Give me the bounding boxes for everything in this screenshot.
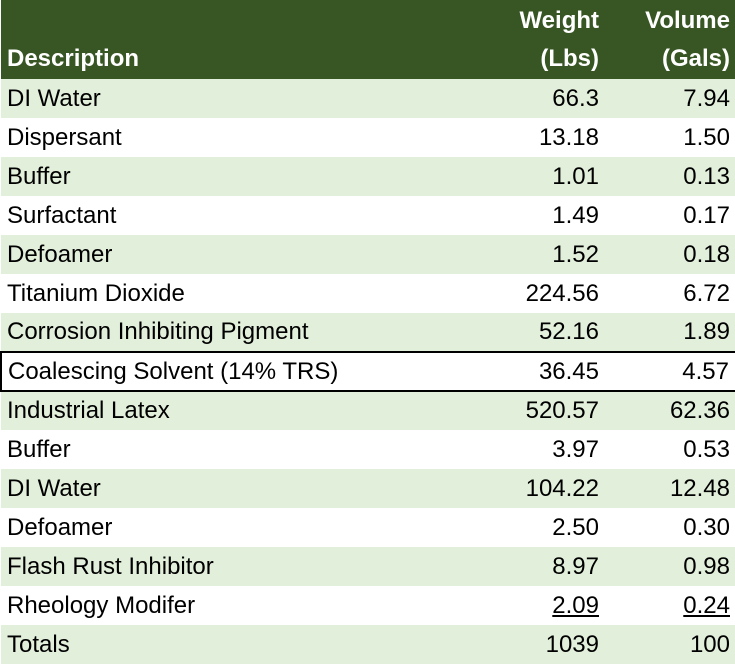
table-row: Defoamer 1.52 0.18 [1,235,735,274]
table-row: Rheology Modifer 2.09 0.24 [1,586,735,625]
cell-description[interactable]: Surfactant [1,196,471,235]
cell-volume[interactable]: 7.94 [605,79,735,118]
cell-volume[interactable]: 0.53 [605,430,735,469]
cell-weight[interactable]: 52.16 [471,313,605,352]
table-row: DI Water 104.22 12.48 [1,469,735,508]
cell-description[interactable]: DI Water [1,79,471,118]
cell-volume[interactable]: 0.24 [605,586,735,625]
table-row: Buffer 3.97 0.53 [1,430,735,469]
cell-volume-value: 0.24 [683,591,730,619]
cell-volume[interactable]: 0.18 [605,235,735,274]
cell-weight[interactable]: 104.22 [471,469,605,508]
cell-volume[interactable]: 0.30 [605,508,735,547]
cell-description[interactable]: Coalescing Solvent (14% TRS) [0,351,471,392]
cell-description[interactable]: Industrial Latex [1,391,471,430]
cell-description[interactable]: Dispersant [1,118,471,157]
cell-weight[interactable]: 224.56 [471,274,605,313]
cell-weight[interactable]: 2.09 [471,586,605,625]
totals-label[interactable]: Totals [1,625,471,664]
cell-volume[interactable]: 62.36 [605,391,735,430]
table-row: Surfactant 1.49 0.17 [1,196,735,235]
cell-description[interactable]: Defoamer [1,508,471,547]
cell-volume[interactable]: 1.50 [605,118,735,157]
cell-weight[interactable]: 1.01 [471,157,605,196]
column-header-weight[interactable]: Weight (Lbs) [471,0,605,79]
cell-description[interactable]: Buffer [1,157,471,196]
cell-weight[interactable]: 13.18 [471,118,605,157]
header-description-label: Description [7,45,140,72]
column-header-volume[interactable]: Volume (Gals) [605,0,735,79]
table-row: Titanium Dioxide 224.56 6.72 [1,274,735,313]
cell-weight[interactable]: 1.49 [471,196,605,235]
cell-description[interactable]: Corrosion Inhibiting Pigment [1,313,471,352]
cell-description[interactable]: DI Water [1,469,471,508]
table-row: DI Water 66.3 7.94 [1,79,735,118]
totals-weight[interactable]: 1039 [471,625,605,664]
cell-weight[interactable]: 520.57 [471,391,605,430]
cell-weight[interactable]: 1.52 [471,235,605,274]
cell-volume[interactable]: 0.13 [605,157,735,196]
header-row: Description Weight (Lbs) Volume (Gals) [1,0,735,79]
header-volume-line1: Volume [645,7,730,34]
table-row: Dispersant 13.18 1.50 [1,118,735,157]
header-weight-line1: Weight [519,7,599,34]
cell-volume[interactable]: 6.72 [605,274,735,313]
cell-volume[interactable]: 4.57 [605,351,735,392]
header-volume-line2: (Gals) [661,45,730,72]
cell-volume[interactable]: 0.17 [605,196,735,235]
table-row: Buffer 1.01 0.13 [1,157,735,196]
table-row: Defoamer 2.50 0.30 [1,508,735,547]
totals-volume[interactable]: 100 [605,625,735,664]
table-row-selected: Coalescing Solvent (14% TRS) 36.45 4.57 [0,351,735,392]
cell-volume[interactable]: 1.89 [605,313,735,352]
cell-weight[interactable]: 8.97 [471,547,605,586]
table-row: Industrial Latex 520.57 62.36 [1,391,735,430]
cell-description[interactable]: Flash Rust Inhibitor [1,547,471,586]
totals-row: Totals 1039 100 [1,625,735,664]
cell-weight[interactable]: 2.50 [471,508,605,547]
cell-volume[interactable]: 0.98 [605,547,735,586]
cell-description[interactable]: Titanium Dioxide [1,274,471,313]
column-header-description[interactable]: Description [1,0,471,79]
table-row: Corrosion Inhibiting Pigment 52.16 1.89 [1,313,735,352]
cell-weight[interactable]: 3.97 [471,430,605,469]
cell-volume[interactable]: 12.48 [605,469,735,508]
header-weight-line2: (Lbs) [540,45,599,72]
cell-weight[interactable]: 36.45 [471,351,605,392]
cell-description[interactable]: Rheology Modifer [1,586,471,625]
cell-weight[interactable]: 66.3 [471,79,605,118]
cell-weight-value: 2.09 [552,591,599,619]
cell-description[interactable]: Defoamer [1,235,471,274]
table-row: Flash Rust Inhibitor 8.97 0.98 [1,547,735,586]
cell-description[interactable]: Buffer [1,430,471,469]
